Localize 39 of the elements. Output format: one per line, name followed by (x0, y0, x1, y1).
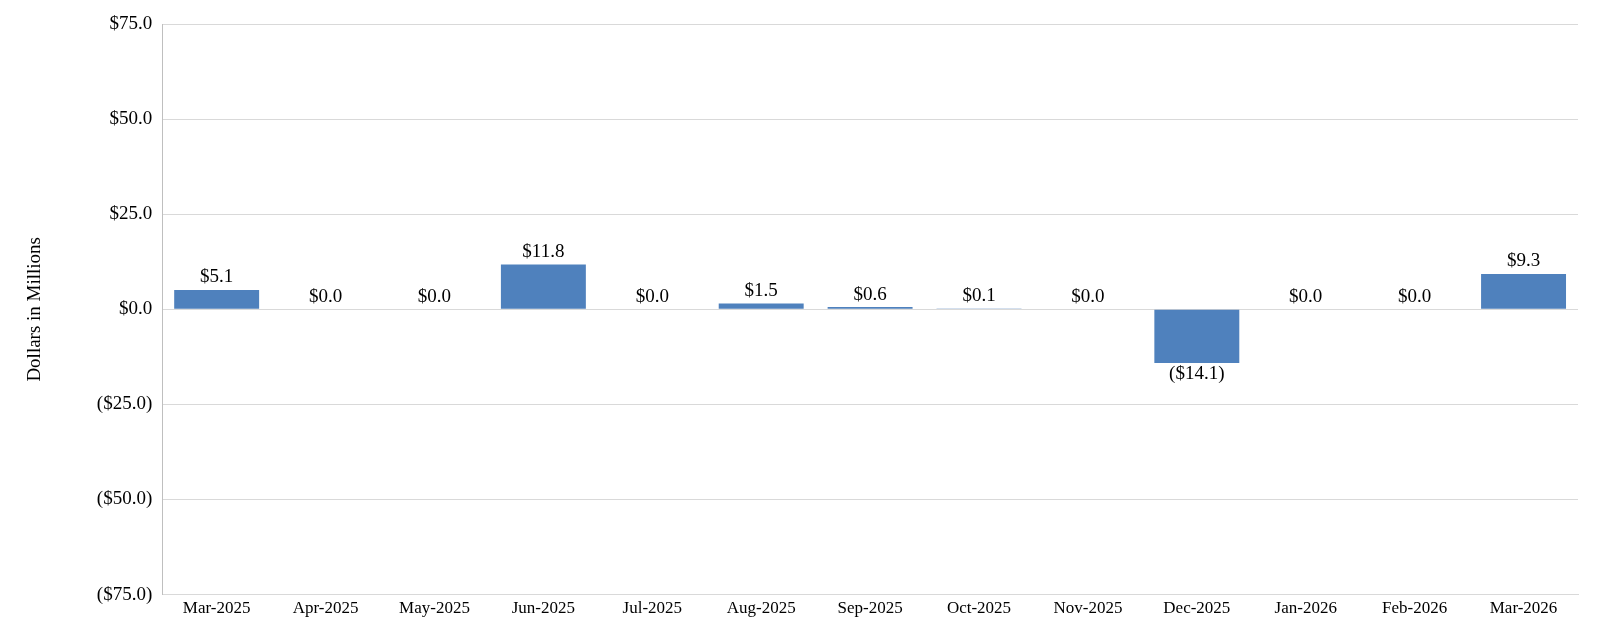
x-tick-label: Oct-2025 (946, 598, 1012, 618)
data-label: $0.0 (417, 284, 452, 306)
data-label: $0.0 (635, 284, 669, 306)
x-tick-label: May-2025 (399, 598, 470, 618)
data-label: $0.6 (853, 282, 887, 304)
y-tick-label: ($50.0) (96, 487, 153, 510)
data-label: $9.3 (1506, 249, 1541, 271)
y-tick-label: $25.0 (109, 202, 153, 224)
x-tick-label: Jul-2025 (622, 598, 683, 618)
x-tick-label: Feb-2026 (1382, 598, 1448, 618)
bar (1154, 309, 1240, 363)
x-tick-label: Mar-2026 (1489, 598, 1558, 618)
x-tick-label: Jun-2025 (511, 598, 576, 618)
x-tick-label: Jan-2026 (1274, 598, 1337, 618)
bar (500, 264, 586, 309)
y-tick-label: ($25.0) (96, 392, 153, 415)
x-tick-label: Dec-2025 (1163, 598, 1231, 618)
y-tick-label: ($75.0) (96, 582, 153, 605)
y-tick-label: $0.0 (118, 297, 153, 319)
data-label: $0.0 (308, 284, 343, 306)
data-label: ($14.1) (1169, 362, 1225, 385)
bar (174, 289, 260, 309)
y-tick-label: $50.0 (109, 107, 153, 129)
data-label: $0.0 (1398, 284, 1432, 306)
x-tick-label: Mar-2025 (182, 598, 251, 618)
data-label: $0.0 (1289, 284, 1323, 306)
x-tick-label: Aug-2025 (726, 598, 796, 618)
y-axis-title: Dollars in Millions (23, 236, 45, 382)
data-label: $0.0 (1071, 284, 1105, 306)
data-label: $5.1 (200, 265, 234, 287)
x-tick-label: Apr-2025 (292, 598, 359, 618)
bar (1481, 273, 1567, 309)
x-tick-label: Nov-2025 (1053, 598, 1123, 618)
x-tick-label: Sep-2025 (837, 598, 903, 618)
bar (718, 303, 804, 309)
data-label: $1.5 (744, 279, 778, 301)
data-label: $11.8 (522, 239, 565, 261)
data-label: $0.1 (962, 284, 996, 306)
y-tick-label: $75.0 (109, 11, 153, 33)
